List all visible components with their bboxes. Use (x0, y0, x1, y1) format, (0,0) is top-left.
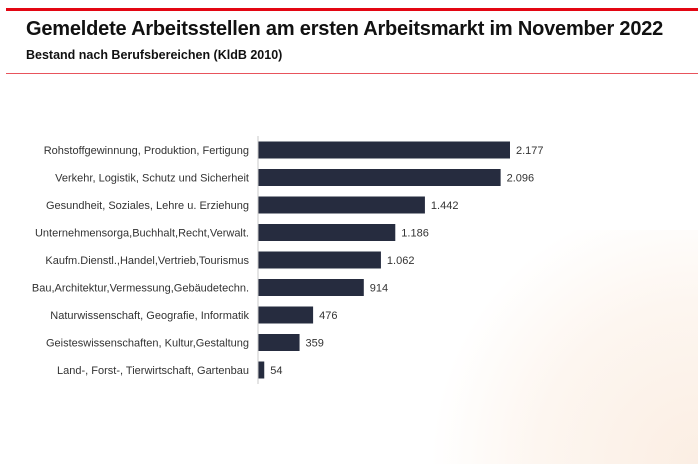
category-label: Bau,Architektur,Vermessung,Gebäudetechn. (32, 283, 249, 295)
data-label: 1.442 (431, 200, 459, 212)
bar (258, 251, 381, 269)
page-subtitle: Bestand nach Berufsbereichen (KldB 2010) (26, 48, 283, 62)
bar (258, 361, 265, 379)
data-label: 2.177 (516, 145, 544, 157)
data-label: 914 (370, 283, 388, 295)
data-label: 2.096 (507, 173, 535, 185)
category-label: Kaufm.Dienstl.,Handel,Vertrieb,Tourismus (45, 255, 249, 267)
category-label: Land-, Forst-, Tierwirtschaft, Gartenbau (57, 365, 249, 377)
data-label: 1.186 (401, 228, 429, 240)
category-label: Rohstoffgewinnung, Produktion, Fertigung (44, 145, 249, 157)
data-label: 476 (319, 310, 337, 322)
bar (258, 169, 501, 186)
data-label: 1.062 (387, 255, 415, 267)
bar (258, 224, 396, 241)
bar (258, 196, 425, 214)
category-label: Verkehr, Logistik, Schutz und Sicherheit (55, 173, 249, 185)
data-label: 54 (270, 365, 282, 377)
bar (258, 141, 510, 159)
category-label: Unternehmensorga,Buchhalt,Recht,Verwalt. (35, 228, 249, 240)
subtitle-divider (6, 73, 698, 74)
bar (258, 334, 300, 351)
category-label: Geisteswissenschaften, Kultur,Gestaltung (46, 338, 249, 350)
bar (258, 279, 364, 296)
data-label: 359 (306, 338, 324, 350)
page-title: Gemeldete Arbeitsstellen am ersten Arbei… (26, 18, 664, 40)
category-label: Naturwissenschaft, Geografie, Informatik (50, 310, 249, 322)
background-decoration (430, 230, 698, 464)
bar (258, 306, 314, 324)
category-label: Gesundheit, Soziales, Lehre u. Erziehung (46, 200, 249, 212)
header-red-line (6, 8, 698, 11)
